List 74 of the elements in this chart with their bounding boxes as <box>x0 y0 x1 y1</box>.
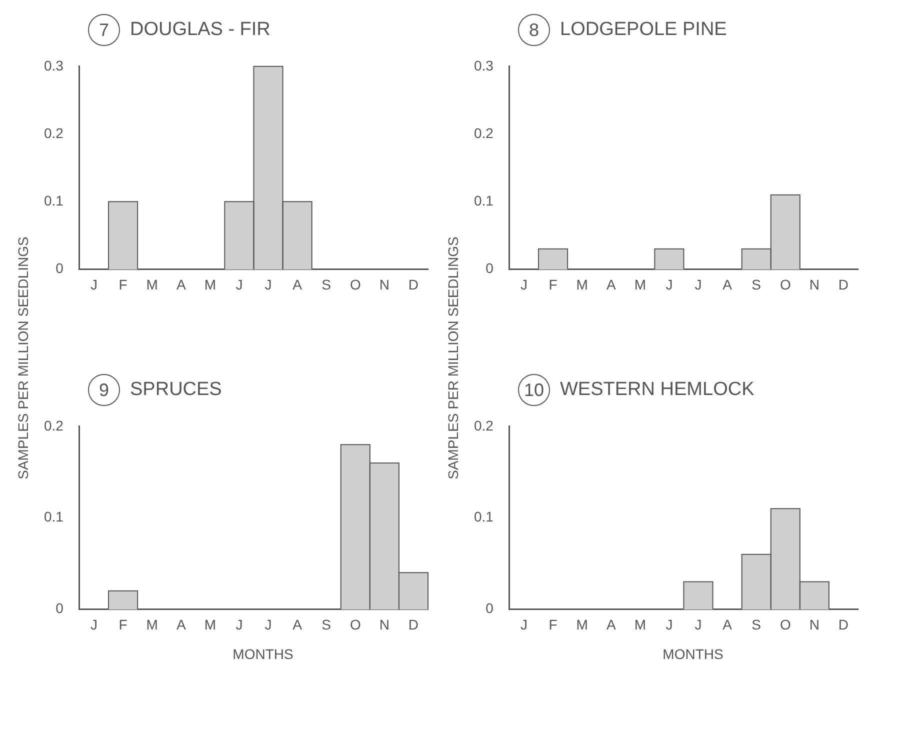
x-tick-label: A <box>292 616 303 632</box>
x-axis-title: MONTHS <box>232 646 294 662</box>
y-tick-label: 0.3 <box>44 57 64 74</box>
x-tick-label: O <box>350 616 361 632</box>
x-tick-label: M <box>204 276 216 292</box>
y-tick-label: 0.1 <box>474 508 494 525</box>
x-tick-label: J <box>694 276 702 292</box>
x-tick-label: J <box>666 276 673 292</box>
chart-title: WESTERN HEMLOCK <box>560 379 754 401</box>
x-tick-label: S <box>322 616 332 632</box>
x-tick-label: A <box>606 276 616 292</box>
chart-title: DOUGLAS - FIR <box>130 19 270 41</box>
x-tick-label: N <box>809 616 820 632</box>
x-tick-label: F <box>118 276 128 292</box>
x-tick-label: M <box>204 616 216 632</box>
text: 10 <box>518 374 550 406</box>
x-tick-label: A <box>606 616 616 632</box>
text: 9 <box>88 374 120 406</box>
x-axis-title: MONTHS <box>662 646 724 662</box>
x-tick-label: M <box>146 276 158 292</box>
y-tick-label: 0 <box>56 600 64 616</box>
x-tick-label: F <box>118 616 128 632</box>
x-tick-label: J <box>520 276 528 292</box>
x-tick-label: J <box>90 276 98 292</box>
x-tick-label: M <box>146 616 158 632</box>
x-tick-label: J <box>264 276 272 292</box>
x-tick-label: S <box>752 616 762 632</box>
y-tick-label: 0.1 <box>44 192 64 208</box>
x-tick-label: N <box>379 276 390 292</box>
x-tick-label: O <box>780 616 791 632</box>
x-tick-label: M <box>634 276 646 292</box>
x-tick-label: M <box>576 616 588 632</box>
x-tick-label: J <box>236 276 243 292</box>
y-tick-label: 0 <box>486 260 494 276</box>
x-tick-label: D <box>838 616 849 632</box>
x-tick-label: J <box>694 616 702 632</box>
x-tick-label: S <box>752 276 762 292</box>
x-tick-label: N <box>379 616 390 632</box>
x-tick-label: M <box>634 616 646 632</box>
x-tick-label: A <box>176 616 186 632</box>
x-tick-label: A <box>176 276 186 292</box>
x-tick-label: N <box>809 276 820 292</box>
chart-title: SPRUCES <box>130 379 222 401</box>
y-tick-label: 0.1 <box>474 192 494 208</box>
x-tick-label: S <box>322 276 332 292</box>
x-tick-label: A <box>722 276 733 292</box>
x-tick-label: J <box>236 616 243 632</box>
x-tick-label: J <box>264 616 272 632</box>
chart-title: LODGEPOLE PINE <box>560 19 727 41</box>
x-tick-label: A <box>722 616 733 632</box>
x-tick-label: D <box>838 276 849 292</box>
x-tick-label: J <box>666 616 673 632</box>
y-tick-label: 0.2 <box>474 124 494 141</box>
y-axis-title: SAMPLES PER MILLION SEEDLINGS <box>445 236 461 480</box>
y-tick-label: 0.2 <box>44 124 64 141</box>
x-tick-label: F <box>548 276 558 292</box>
y-tick-label: 0 <box>56 260 64 276</box>
x-tick-label: A <box>292 276 303 292</box>
y-tick-label: 0.1 <box>44 508 64 525</box>
text: 8 <box>518 14 550 46</box>
x-tick-label: D <box>408 616 419 632</box>
x-tick-label: J <box>90 616 98 632</box>
y-tick-label: 0 <box>486 600 494 616</box>
x-tick-label: J <box>520 616 528 632</box>
y-tick-label: 0.3 <box>474 57 494 74</box>
x-tick-label: O <box>780 276 791 292</box>
text: 7 <box>88 14 120 46</box>
y-tick-label: 0.2 <box>44 417 64 434</box>
x-tick-label: D <box>408 276 419 292</box>
y-axis-title: SAMPLES PER MILLION SEEDLINGS <box>15 236 31 480</box>
x-tick-label: F <box>548 616 558 632</box>
x-tick-label: M <box>576 276 588 292</box>
y-tick-label: 0.2 <box>474 417 494 434</box>
x-tick-label: O <box>350 276 361 292</box>
